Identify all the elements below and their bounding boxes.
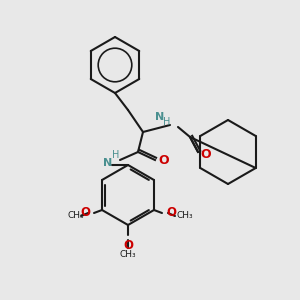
Text: CH₃: CH₃ [120, 250, 136, 259]
Text: O: O [80, 206, 90, 220]
Text: N: N [155, 112, 165, 122]
Text: CH₃: CH₃ [177, 212, 194, 220]
Text: H: H [112, 150, 120, 160]
Text: O: O [158, 154, 169, 166]
Text: CH₃: CH₃ [68, 211, 84, 220]
Text: O: O [200, 148, 211, 160]
Text: H: H [163, 117, 171, 127]
Text: N: N [103, 158, 112, 168]
Text: O: O [123, 239, 133, 252]
Text: O: O [166, 206, 176, 220]
